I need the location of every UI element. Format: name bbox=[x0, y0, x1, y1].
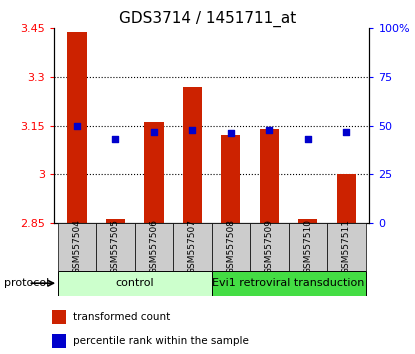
Text: control: control bbox=[115, 278, 154, 288]
Bar bbox=[58, 271, 212, 296]
Text: GSM557510: GSM557510 bbox=[303, 219, 312, 274]
Bar bbox=[250, 223, 288, 271]
Text: GSM557509: GSM557509 bbox=[265, 219, 274, 274]
Text: GSM557504: GSM557504 bbox=[73, 219, 81, 274]
Text: GSM557505: GSM557505 bbox=[111, 219, 120, 274]
Text: GSM557506: GSM557506 bbox=[149, 219, 159, 274]
Bar bbox=[221, 135, 241, 223]
Text: protocol: protocol bbox=[4, 278, 49, 288]
Bar bbox=[173, 223, 212, 271]
Text: GSM557511: GSM557511 bbox=[342, 219, 351, 274]
Text: GDS3714 / 1451711_at: GDS3714 / 1451711_at bbox=[119, 11, 296, 27]
Bar bbox=[67, 32, 87, 223]
Point bbox=[74, 123, 81, 129]
Point bbox=[227, 131, 234, 136]
Bar bbox=[135, 223, 173, 271]
Point bbox=[151, 129, 157, 134]
Bar bbox=[212, 271, 366, 296]
Point bbox=[305, 136, 311, 142]
Text: transformed count: transformed count bbox=[73, 312, 170, 322]
Bar bbox=[52, 334, 66, 348]
Point bbox=[266, 127, 273, 132]
Point bbox=[343, 129, 349, 134]
Bar bbox=[52, 310, 66, 324]
Bar bbox=[337, 175, 356, 223]
Bar bbox=[260, 129, 279, 223]
Bar bbox=[183, 87, 202, 223]
Text: Evi1 retroviral transduction: Evi1 retroviral transduction bbox=[212, 278, 365, 288]
Bar bbox=[58, 223, 96, 271]
Text: GSM557508: GSM557508 bbox=[226, 219, 235, 274]
Point bbox=[189, 127, 196, 132]
Text: GSM557507: GSM557507 bbox=[188, 219, 197, 274]
Bar bbox=[212, 223, 250, 271]
Bar bbox=[106, 219, 125, 223]
Bar bbox=[327, 223, 366, 271]
Text: percentile rank within the sample: percentile rank within the sample bbox=[73, 336, 249, 346]
Bar bbox=[288, 223, 327, 271]
Bar bbox=[144, 122, 164, 223]
Point bbox=[112, 136, 119, 142]
Bar bbox=[96, 223, 135, 271]
Bar bbox=[298, 219, 317, 223]
